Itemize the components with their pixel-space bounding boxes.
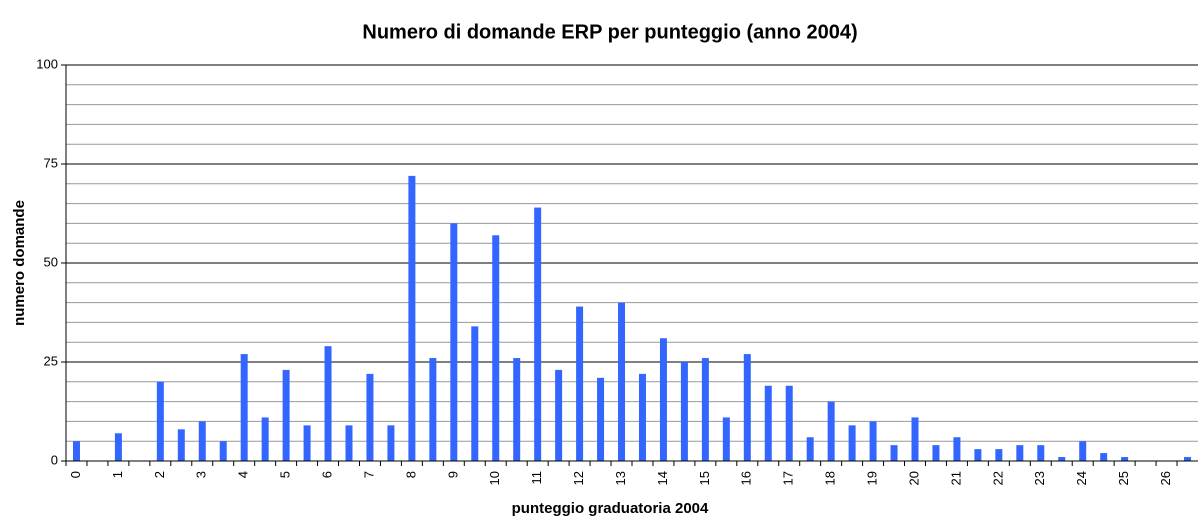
bar [618,302,626,461]
x-tick-label: 5 [278,471,293,478]
bar [974,449,982,461]
bar [240,354,248,461]
bar [408,175,416,461]
bar [953,437,961,461]
bar [785,385,793,461]
bar [219,441,227,461]
y-tick-label: 75 [44,155,58,170]
bar [261,417,269,461]
bar [597,377,605,461]
bar [680,362,688,461]
bar [638,373,646,461]
bar [1037,445,1045,461]
x-tick-label: 1 [110,471,125,478]
x-tick-label: 6 [319,471,334,478]
x-tick-label: 19 [865,471,880,485]
bar [1100,453,1108,461]
x-tick-label: 17 [781,471,796,485]
x-tick-label: 7 [361,471,376,478]
bar [198,421,206,461]
bar [471,326,479,461]
bar [911,417,919,461]
bar [366,373,374,461]
x-tick-label: 26 [1158,471,1173,485]
chart-title: Numero di domande ERP per punteggio (ann… [362,21,857,43]
bar [387,425,395,461]
bar [1079,441,1087,461]
bar [114,433,122,461]
bar [995,449,1003,461]
bar [282,369,290,461]
bar [743,354,751,461]
y-tick-label: 50 [44,254,58,269]
bar [177,429,185,461]
x-tick-label: 20 [906,471,921,485]
bar [303,425,311,461]
x-axis-title: punteggio graduatoria 2004 [512,500,709,517]
y-axis-title: numero domande [11,200,28,326]
bar [72,441,80,461]
x-tick-label: 0 [68,471,83,478]
x-tick-label: 9 [445,471,460,478]
bar [1121,457,1129,461]
bar [764,385,772,461]
bar [869,421,877,461]
bar [659,338,667,461]
y-tick-label: 100 [36,56,58,71]
bar [932,445,940,461]
bar [722,417,730,461]
y-tick-label: 25 [44,353,58,368]
bar [534,207,542,461]
bar [345,425,353,461]
x-tick-label: 4 [236,471,251,478]
x-tick-label: 15 [697,471,712,485]
x-tick-label: 16 [739,471,754,485]
x-tick-label: 13 [613,471,628,485]
bar [492,235,500,461]
bar [806,437,814,461]
x-tick-label: 24 [1074,471,1089,485]
bar [576,306,584,461]
x-tick-label: 12 [571,471,586,485]
bar [827,401,835,461]
bar [890,445,898,461]
bar [429,358,437,461]
x-tick-label: 22 [990,471,1005,485]
x-tick-label: 8 [403,471,418,478]
bar [1184,457,1192,461]
x-tick-label: 18 [823,471,838,485]
bar [1058,457,1066,461]
x-tick-label: 10 [487,471,502,485]
bar [324,346,332,461]
bar [450,223,458,461]
x-tick-label: 21 [948,471,963,485]
bar [701,358,709,461]
x-tick-label: 3 [194,471,209,478]
x-tick-label: 11 [529,471,544,485]
bar [1016,445,1024,461]
bar [555,369,563,461]
bar [513,358,521,461]
x-tick-label: 14 [655,471,670,485]
x-tick-label: 25 [1116,471,1131,485]
x-tick-label: 23 [1032,471,1047,485]
bar [156,381,164,461]
x-tick-label: 2 [152,471,167,478]
bar [848,425,856,461]
y-tick-label: 0 [51,452,58,467]
